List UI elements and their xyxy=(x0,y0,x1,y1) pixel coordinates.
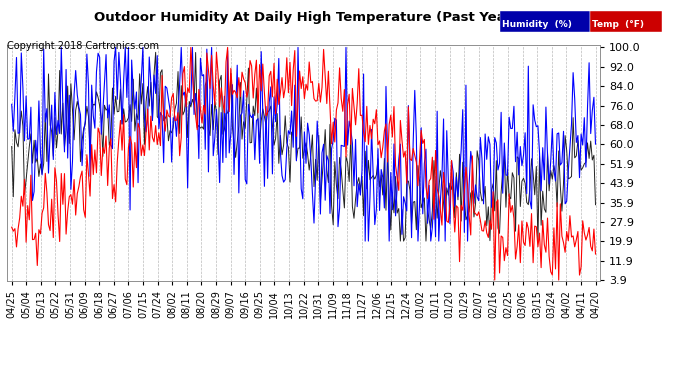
Text: Copyright 2018 Cartronics.com: Copyright 2018 Cartronics.com xyxy=(7,41,159,51)
Text: Outdoor Humidity At Daily High Temperature (Past Year) 20180425: Outdoor Humidity At Daily High Temperatu… xyxy=(94,11,596,24)
Text: Temp  (°F): Temp (°F) xyxy=(592,20,644,29)
Text: Humidity  (%): Humidity (%) xyxy=(502,20,572,29)
